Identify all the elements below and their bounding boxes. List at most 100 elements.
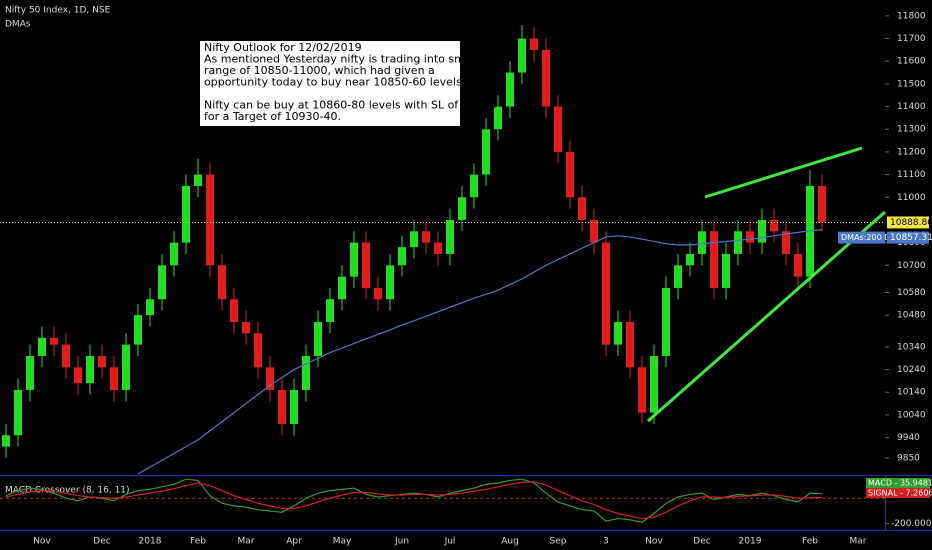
macd-title: MACD Crossover (8, 16, 11) [5, 486, 130, 496]
note-line: range of 10850-11000, which had given a [204, 64, 435, 77]
candle-body [698, 231, 706, 254]
candle-body [38, 337, 46, 356]
candle-body [770, 219, 778, 232]
candle-body [482, 129, 490, 175]
x-tick-label: Nov [645, 537, 663, 547]
candle-body [338, 276, 346, 300]
candle-body [314, 321, 322, 356]
x-tick-label: Feb [190, 537, 206, 547]
candle-body [614, 321, 622, 345]
candle-body [782, 231, 790, 254]
candle-body [350, 242, 358, 277]
candle-body [362, 242, 370, 288]
dma-line [137, 229, 823, 475]
price-tag-label: 10888.80 [890, 218, 932, 228]
candle-body [266, 367, 274, 390]
candle-body [206, 174, 214, 266]
candle-body [158, 265, 166, 300]
candle-body [122, 344, 130, 390]
candle-body [410, 231, 418, 248]
y-tick-label: 10040 [897, 410, 926, 420]
candle-body [62, 344, 70, 368]
y-tick-label: 10580 [897, 288, 926, 298]
candle-body [242, 321, 250, 334]
y-tick-label: 11700 [897, 34, 926, 44]
candle-body [446, 219, 454, 254]
x-tick-label: Mar [850, 537, 867, 547]
y-tick-label: 9850 [897, 453, 920, 463]
legend-box [838, 231, 885, 244]
indicator-name: DMAs [5, 20, 31, 30]
y-tick-label: 11800 [897, 11, 926, 21]
candle-body [494, 106, 502, 130]
legend-label: DMAs:200 DMA [841, 233, 903, 242]
x-tick-label: 3 [603, 537, 609, 547]
candle-body [638, 367, 646, 413]
candle-body [602, 242, 610, 345]
candle-body [626, 321, 634, 368]
candle-body [818, 185, 826, 223]
candle-body [290, 389, 298, 424]
candle-body [398, 247, 406, 266]
candle-body [518, 38, 526, 73]
candle-body [578, 197, 586, 220]
candle-body [566, 151, 574, 198]
note-line: As mentioned Yesterday nifty is trading … [204, 53, 478, 66]
y-tick-label: 10340 [897, 342, 926, 352]
y-tick-label: 11400 [897, 102, 926, 112]
candle-body [254, 333, 262, 368]
value-tag [887, 231, 929, 244]
candle-body [506, 72, 514, 107]
y-tick-label: 11100 [897, 170, 926, 180]
y-tick-label: 9940 [897, 433, 920, 443]
candle-body [170, 242, 178, 266]
candle-body [50, 337, 58, 345]
note-line: opportunity today to buy near 10850-60 l… [204, 76, 465, 89]
candle-body [230, 299, 238, 322]
x-tick-label: Dec [693, 537, 710, 547]
trend-line [647, 210, 886, 423]
x-tick-label: 2019 [739, 537, 762, 547]
y-tick-label: -200.0000 [891, 519, 932, 529]
candle-body [554, 106, 562, 152]
note-line: Nifty can be buy at 10860-80 levels with… [204, 99, 497, 112]
macd-tag-label: SIGNAL - 7.2606 [868, 489, 932, 498]
candle-body [686, 253, 694, 266]
candle-body [74, 367, 82, 384]
y-tick-label: 11500 [897, 79, 926, 89]
macd-line [5, 478, 823, 524]
macd-tag-label: MACD - 35.9481 [868, 479, 932, 488]
candle-body [182, 185, 190, 243]
candle-body [278, 389, 286, 424]
x-tick-label: Feb [802, 537, 818, 547]
x-tick-label: Jun [394, 537, 409, 547]
macd-line [5, 481, 823, 520]
price-tag [887, 216, 929, 229]
price-plot [2, 24, 826, 475]
candle-body [650, 355, 658, 413]
candle-body [86, 355, 94, 384]
x-tick-label: Mar [238, 537, 255, 547]
candle-body [146, 299, 154, 316]
candle-body [98, 355, 106, 368]
x-tick-label: Jul [444, 537, 456, 547]
candle-body [470, 174, 478, 198]
y-tick-label: 10480 [897, 311, 926, 321]
x-tick-label: Aug [501, 537, 519, 547]
candle-body [794, 253, 802, 277]
candle-body [194, 174, 202, 186]
candle-body [590, 219, 598, 243]
y-tick-label: 10140 [897, 388, 926, 398]
candle-body [2, 435, 10, 447]
value-tag-label: 10857.31 [890, 233, 932, 243]
x-tick-label: 2018 [139, 537, 162, 547]
note-background [200, 41, 460, 126]
candle-body [758, 219, 766, 243]
x-tick-label: Nov [33, 537, 51, 547]
candle-body [542, 49, 550, 107]
trend-line [704, 146, 863, 199]
candle-body [662, 287, 670, 356]
y-tick-label: 10240 [897, 365, 926, 375]
